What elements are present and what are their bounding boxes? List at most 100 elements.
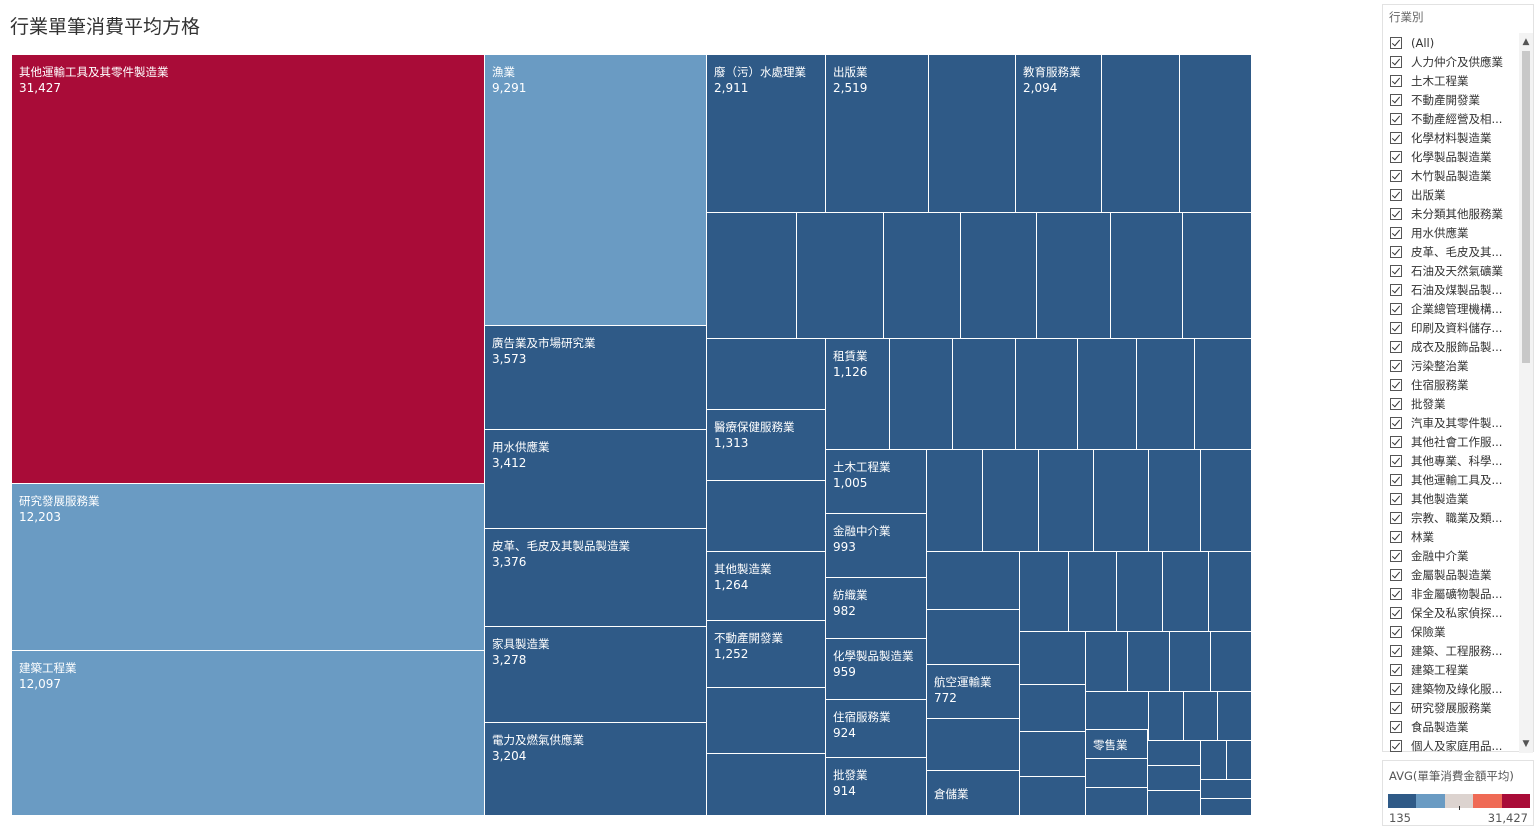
filter-item[interactable]: 保全及私家偵探... (1383, 603, 1519, 622)
treemap-tile[interactable]: 航空運輸業 772 (927, 665, 1020, 719)
treemap-tile[interactable] (1016, 339, 1078, 450)
filter-item[interactable]: 非金屬礦物製品... (1383, 584, 1519, 603)
treemap-tile[interactable] (1227, 741, 1252, 780)
treemap-tile[interactable]: 住宿服務業 924 (826, 700, 927, 758)
treemap-tile[interactable]: 電力及燃氣供應業 3,204 (485, 723, 707, 816)
filter-item[interactable]: 出版業 (1383, 185, 1519, 204)
scroll-thumb[interactable] (1522, 51, 1530, 363)
treemap-tile[interactable] (1020, 732, 1086, 777)
checkbox-checked-icon[interactable] (1390, 644, 1402, 657)
treemap-tile[interactable] (1086, 632, 1128, 692)
treemap-tile[interactable] (707, 688, 826, 754)
treemap-tile[interactable]: 租賃業 1,126 (826, 339, 890, 450)
filter-item[interactable]: 建築工程業 (1383, 660, 1519, 679)
checkbox-checked-icon[interactable] (1390, 188, 1402, 201)
treemap-tile[interactable] (1209, 552, 1252, 632)
treemap-tile[interactable] (1163, 552, 1209, 632)
checkbox-checked-icon[interactable] (1390, 378, 1402, 391)
treemap-tile[interactable]: 廣告業及市場研究業 3,573 (485, 326, 707, 430)
treemap-tile[interactable] (707, 481, 826, 552)
filter-item[interactable]: 污染整治業 (1383, 356, 1519, 375)
treemap-tile[interactable]: 漁業 9,291 (485, 55, 707, 326)
filter-item[interactable]: 建築、工程服務... (1383, 641, 1519, 660)
filter-item[interactable]: 不動產經營及相... (1383, 109, 1519, 128)
checkbox-checked-icon[interactable] (1390, 720, 1402, 733)
treemap-tile[interactable] (1086, 692, 1149, 730)
treemap-tile[interactable] (1201, 799, 1252, 816)
filter-item[interactable]: 皮革、毛皮及其... (1383, 242, 1519, 261)
treemap-tile[interactable] (1195, 339, 1252, 450)
treemap-tile[interactable] (1086, 788, 1148, 816)
checkbox-checked-icon[interactable] (1390, 549, 1402, 562)
treemap-tile[interactable]: 醫療保健服務業 1,313 (707, 410, 826, 481)
filter-item[interactable]: 食品製造業 (1383, 717, 1519, 736)
filter-item[interactable]: 住宿服務業 (1383, 375, 1519, 394)
filter-item[interactable]: 木竹製品製造業 (1383, 166, 1519, 185)
treemap-tile[interactable]: 批發業 914 (826, 758, 927, 816)
filter-item[interactable]: 其他專業、科學... (1383, 451, 1519, 470)
checkbox-checked-icon[interactable] (1390, 416, 1402, 429)
treemap-tile[interactable]: 金融中介業 993 (826, 514, 927, 578)
treemap-tile[interactable]: 倉儲業 (927, 771, 1020, 816)
checkbox-checked-icon[interactable] (1390, 739, 1402, 752)
checkbox-checked-icon[interactable] (1390, 112, 1402, 125)
treemap-tile[interactable] (927, 719, 1020, 771)
filter-item[interactable]: 印刷及資料儲存... (1383, 318, 1519, 337)
filter-item[interactable]: 研究發展服務業 (1383, 698, 1519, 717)
treemap-tile[interactable] (1170, 632, 1211, 692)
filter-item[interactable]: 化學材料製造業 (1383, 128, 1519, 147)
treemap-tile[interactable] (1020, 685, 1086, 732)
filter-item[interactable]: 化學製品製造業 (1383, 147, 1519, 166)
treemap-tile[interactable] (1180, 55, 1252, 213)
treemap-tile[interactable] (1184, 692, 1218, 741)
filter-item[interactable]: 建築物及綠化服... (1383, 679, 1519, 698)
checkbox-checked-icon[interactable] (1390, 473, 1402, 486)
treemap-tile[interactable]: 其他製造業 1,264 (707, 552, 826, 621)
filter-item[interactable]: 汽車及其零件製... (1383, 413, 1519, 432)
checkbox-checked-icon[interactable] (1390, 245, 1402, 258)
checkbox-checked-icon[interactable] (1390, 264, 1402, 277)
checkbox-checked-icon[interactable] (1390, 530, 1402, 543)
treemap-tile[interactable] (1069, 552, 1117, 632)
checkbox-checked-icon[interactable] (1390, 226, 1402, 239)
checkbox-checked-icon[interactable] (1390, 340, 1402, 353)
treemap-tile[interactable] (953, 339, 1016, 450)
checkbox-checked-icon[interactable] (1390, 283, 1402, 296)
treemap-tile[interactable] (1094, 450, 1149, 552)
treemap-tile[interactable] (1037, 213, 1111, 339)
filter-item[interactable]: 金屬製品製造業 (1383, 565, 1519, 584)
treemap-tile[interactable]: 零售業 (1086, 730, 1148, 759)
filter-item[interactable]: 用水供應業 (1383, 223, 1519, 242)
checkbox-checked-icon[interactable] (1390, 568, 1402, 581)
treemap-tile[interactable]: 家具製造業 3,278 (485, 627, 707, 723)
treemap-tile[interactable] (1183, 213, 1252, 339)
treemap-tile[interactable] (1128, 632, 1170, 692)
checkbox-checked-icon[interactable] (1390, 359, 1402, 372)
treemap-tile[interactable] (1137, 339, 1195, 450)
checkbox-checked-icon[interactable] (1390, 701, 1402, 714)
scroll-down-icon[interactable]: ▼ (1522, 739, 1530, 749)
treemap-tile[interactable] (1148, 741, 1201, 766)
treemap-tile[interactable] (1111, 213, 1183, 339)
treemap-tile[interactable]: 皮革、毛皮及其製品製造業 3,376 (485, 529, 707, 627)
treemap-tile[interactable] (961, 213, 1037, 339)
checkbox-checked-icon[interactable] (1390, 606, 1402, 619)
treemap-tile[interactable] (1201, 450, 1252, 552)
treemap-tile[interactable] (707, 754, 826, 816)
filter-item[interactable]: 保險業 (1383, 622, 1519, 641)
checkbox-checked-icon[interactable] (1390, 435, 1402, 448)
filter-item[interactable]: 成衣及服飾品製... (1383, 337, 1519, 356)
checkbox-checked-icon[interactable] (1390, 207, 1402, 220)
checkbox-checked-icon[interactable] (1390, 587, 1402, 600)
checkbox-checked-icon[interactable] (1390, 55, 1402, 68)
checkbox-checked-icon[interactable] (1390, 302, 1402, 315)
filter-item[interactable]: 宗教、職業及類... (1383, 508, 1519, 527)
treemap-tile[interactable] (797, 213, 884, 339)
checkbox-checked-icon[interactable] (1390, 150, 1402, 163)
filter-item[interactable]: 不動產開發業 (1383, 90, 1519, 109)
treemap-tile[interactable] (927, 610, 1020, 665)
treemap-tile[interactable] (1201, 741, 1227, 780)
filter-item[interactable]: 企業總管理機構... (1383, 299, 1519, 318)
filter-item[interactable]: 石油及天然氣礦業 (1383, 261, 1519, 280)
filter-item[interactable]: (All) (1383, 33, 1519, 52)
